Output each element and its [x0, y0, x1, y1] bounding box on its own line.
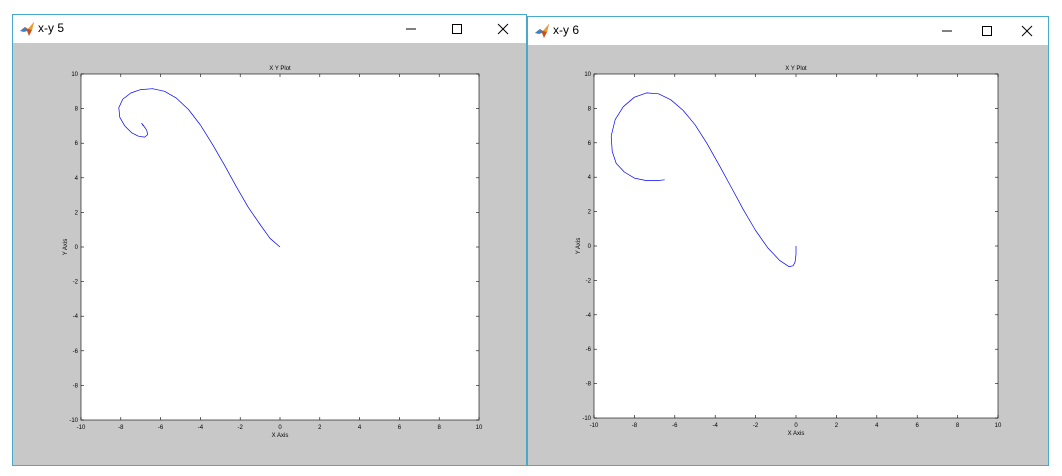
- x-tick-label: 10: [476, 425, 483, 431]
- x-tick-label: 8: [956, 423, 960, 429]
- matlab-icon: [20, 22, 34, 36]
- x-tick-label: 2: [835, 423, 839, 429]
- y-tick-label: 2: [588, 210, 592, 216]
- x-axis-label: X Axis: [272, 433, 289, 439]
- y-tick-label: 6: [75, 141, 79, 147]
- y-tick-label: 0: [75, 245, 79, 251]
- window-title: x-y 6: [553, 23, 580, 37]
- close-icon: [1021, 25, 1033, 37]
- title-bar[interactable]: x-y 6: [528, 17, 1048, 45]
- y-tick-label: -10: [69, 418, 78, 424]
- plot-canvas: -10 -8 -6 -4 -2 0 2 4 6 8 10 -10 -8 -6 -4 -2 0 2 4 6 8 10 X Y …: [576, 66, 1002, 437]
- maximize-icon: [452, 24, 462, 34]
- y-tick-label: -6: [73, 349, 79, 355]
- maximize-button[interactable]: [434, 15, 480, 43]
- y-tick-label: -4: [73, 314, 79, 320]
- matlab-icon: [535, 24, 549, 38]
- x-tick-label: 2: [318, 425, 322, 431]
- window-title: x-y 5: [38, 21, 65, 35]
- y-tick-label: -10: [582, 416, 591, 422]
- plot-canvas: -10 -8 -6 -4 -2 0 2 4 6 8 10 -10 -8 -6 -4 -2 0 2 4 6 8 10 X Y …: [63, 66, 483, 439]
- close-icon: [497, 23, 509, 35]
- y-axis-label: Y Axis: [63, 239, 69, 256]
- y-tick-label: -8: [586, 382, 592, 388]
- close-button[interactable]: [1004, 17, 1050, 45]
- y-tick-label: 10: [71, 72, 78, 78]
- plot-title: X Y Plot: [785, 66, 807, 72]
- x-tick-label: 0: [278, 425, 282, 431]
- x-tick-label: -2: [238, 425, 244, 431]
- x-tick-label: -10: [77, 425, 86, 431]
- minimize-button[interactable]: [924, 17, 970, 45]
- minimize-icon: [942, 30, 952, 32]
- x-tick-label: -2: [753, 423, 759, 429]
- plot-title: X Y Plot: [269, 66, 291, 72]
- y-tick-label: -4: [586, 313, 592, 319]
- y-tick-label: 10: [584, 72, 591, 78]
- x-tick-label: -10: [590, 423, 599, 429]
- y-tick-label: -2: [586, 278, 592, 284]
- y-tick-label: 6: [588, 141, 592, 147]
- maximize-button[interactable]: [964, 17, 1010, 45]
- x-tick-label: 0: [794, 423, 798, 429]
- y-tick-label: -6: [586, 347, 592, 353]
- y-tick-label: 4: [588, 175, 592, 181]
- minimize-icon: [406, 28, 416, 30]
- x-axis-label: X Axis: [788, 431, 805, 437]
- title-bar[interactable]: x-y 5: [13, 15, 526, 43]
- minimize-button[interactable]: [388, 15, 434, 43]
- x-tick-label: -8: [118, 425, 124, 431]
- x-tick-label: -8: [632, 423, 638, 429]
- x-tick-label: -6: [672, 423, 678, 429]
- y-tick-label: 8: [588, 106, 592, 112]
- y-axis-label: Y Axis: [576, 238, 582, 255]
- series-line: [118, 88, 281, 248]
- x-tick-label: -4: [198, 425, 204, 431]
- y-tick-label: 2: [75, 210, 79, 216]
- x-tick-label: -6: [158, 425, 164, 431]
- x-tick-label: 4: [358, 425, 362, 431]
- x-tick-label: 10: [995, 423, 1002, 429]
- x-tick-label: 8: [438, 425, 442, 431]
- maximize-icon: [982, 26, 992, 36]
- figure-window-xy5[interactable]: x-y 5 -10 -8 -6 -4 -2 0 2 4 6 8 10 -10 -8 -6 -4 -2 0 2 4 6 8…: [12, 14, 527, 466]
- y-tick-label: 4: [75, 176, 79, 182]
- y-tick-label: -2: [73, 280, 79, 286]
- x-tick-label: 6: [398, 425, 402, 431]
- y-tick-label: 0: [588, 244, 592, 250]
- x-tick-label: 6: [916, 423, 920, 429]
- x-tick-label: 4: [875, 423, 879, 429]
- close-button[interactable]: [480, 15, 526, 43]
- y-tick-label: 8: [75, 107, 79, 113]
- figure-window-xy6[interactable]: x-y 6 -10 -8 -6 -4 -2 0 2 4 6 8 10 -10 -8 -6 -4 -2 0 2 4 6 8…: [527, 16, 1049, 466]
- y-tick-label: -8: [73, 383, 79, 389]
- series-line: [610, 92, 797, 267]
- x-tick-label: -4: [713, 423, 719, 429]
